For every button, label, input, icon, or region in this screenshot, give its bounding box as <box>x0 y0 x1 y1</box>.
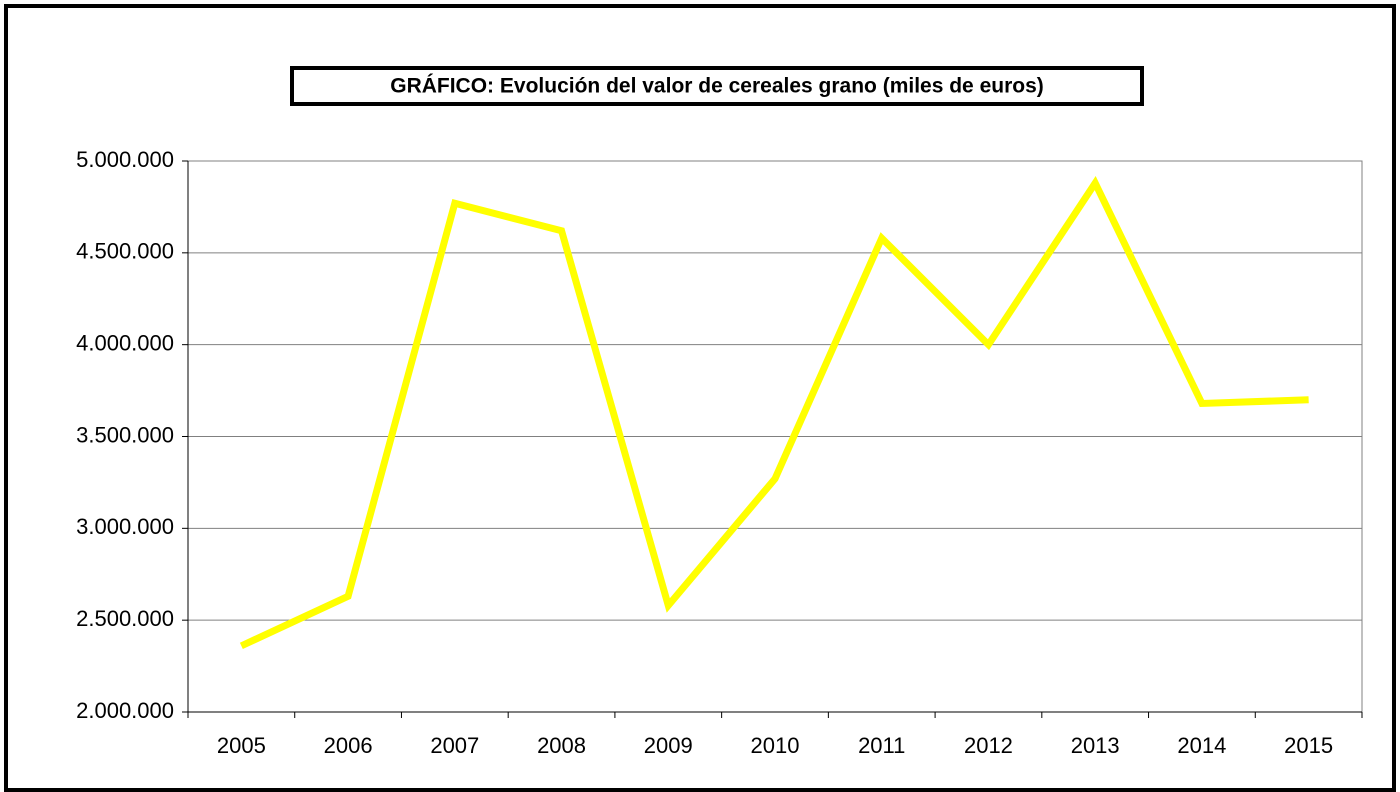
chart-title: GRÁFICO: Evolución del valor de cereales… <box>390 75 1044 98</box>
x-tick-label: 2011 <box>858 733 905 758</box>
y-tick-label: 4.500.000 <box>76 239 174 264</box>
x-tick-label: 2009 <box>644 733 693 758</box>
x-tick-label: 2013 <box>1071 733 1120 758</box>
y-tick-label: 2.000.000 <box>76 698 174 723</box>
title-box <box>290 66 1144 106</box>
x-tick-label: 2015 <box>1284 733 1333 758</box>
y-tick-label: 4.000.000 <box>76 330 174 355</box>
y-tick-label: 3.000.000 <box>76 514 174 539</box>
x-tick-label: 2005 <box>217 733 266 758</box>
x-tick-label: 2007 <box>430 733 479 758</box>
data-line <box>239 175 1309 650</box>
y-tick-label: 5.000.000 <box>76 147 174 172</box>
x-tick-label: 2006 <box>324 733 373 758</box>
y-tick-label: 3.500.000 <box>76 422 174 447</box>
x-tick-label: 2008 <box>537 733 586 758</box>
y-tick-label: 2.500.000 <box>76 606 174 631</box>
x-tick-label: 2014 <box>1177 733 1226 758</box>
x-tick-label: 2010 <box>751 733 800 758</box>
x-tick-label: 2012 <box>964 733 1013 758</box>
